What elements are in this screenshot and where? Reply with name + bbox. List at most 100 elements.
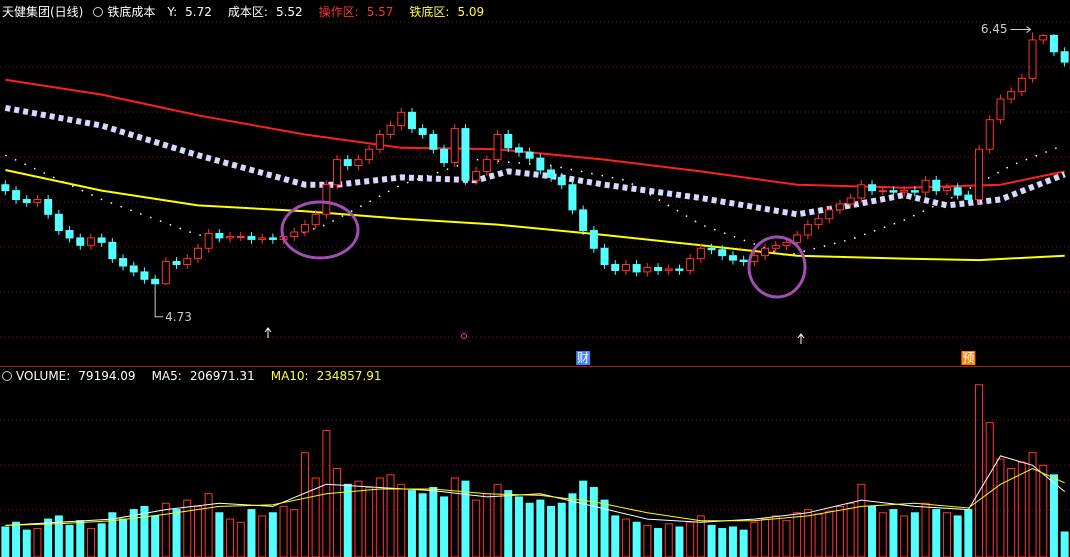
volume-bar: [611, 515, 620, 557]
indicator-icon: [2, 371, 12, 381]
volume-bar: [450, 477, 459, 557]
price-header: 天健集团(日线) 铁底成本 Y: 5.72 成本区: 5.52 操作区: 5.57 铁底区:…: [2, 3, 496, 20]
candle-body: [504, 134, 513, 149]
candle-body: [300, 224, 309, 233]
volume-bar: [557, 502, 566, 557]
candle-body: [461, 128, 470, 181]
volume-bar: [793, 512, 802, 557]
candle-body: [686, 258, 695, 271]
candle-body: [857, 184, 866, 199]
candle-body: [953, 187, 962, 196]
candle-body: [22, 199, 31, 203]
volume-bar: [750, 521, 759, 557]
volume-bar: [579, 480, 588, 557]
candle-body: [290, 231, 299, 237]
volume-bar: [568, 493, 577, 557]
candle-body: [193, 247, 202, 260]
candle-body: [375, 134, 384, 150]
indicator-line: [5, 169, 1065, 262]
volume-bar: [76, 520, 85, 557]
candle-body: [397, 111, 406, 127]
volume-bar: [718, 528, 727, 557]
volume-bar: [65, 524, 74, 557]
candle-body: [172, 261, 181, 266]
candle-body: [86, 237, 95, 246]
candle-body: [771, 244, 780, 249]
volume-bar: [22, 529, 31, 557]
candle-body: [846, 197, 855, 205]
readout: Y: 5.72: [167, 5, 216, 19]
candle-body: [568, 184, 577, 211]
candle-body: [97, 237, 106, 243]
volume-bar: [236, 521, 245, 557]
volume-bar: [878, 512, 887, 557]
volume-bar: [247, 509, 256, 557]
candle-body: [204, 232, 213, 249]
candle-body: [215, 232, 224, 239]
candle-body: [761, 247, 770, 257]
candle-body: [119, 258, 128, 267]
volume-bar: [504, 490, 513, 557]
candle-body: [129, 265, 138, 273]
candle-body: [579, 209, 588, 232]
readouts: VOLUME: 79194.09 MA5: 206971.31 MA10: 234857.…: [16, 369, 390, 383]
volume-bar: [397, 483, 406, 557]
volume-ma-line: [5, 467, 1065, 526]
readout-label: MA5:: [151, 369, 182, 383]
volume-bar: [889, 509, 898, 557]
readout-value: 79194.09: [78, 369, 136, 383]
candle-body: [910, 190, 919, 193]
volume-bar: [172, 509, 181, 557]
volume-bar: [354, 480, 363, 557]
candle-body: [868, 184, 877, 192]
volume-bar: [600, 499, 609, 557]
candle-body: [696, 247, 705, 260]
candle-body: [343, 159, 352, 167]
candle-body: [985, 119, 994, 150]
readout: VOLUME: 79194.09: [16, 369, 140, 383]
volume-bar: [493, 483, 502, 557]
candle-body: [675, 268, 684, 271]
candle-body: [1039, 35, 1048, 41]
candle-body: [621, 264, 630, 271]
title: 天健集团(日线): [2, 5, 84, 19]
volume-bar: [868, 505, 877, 557]
readout-label: Y:: [167, 5, 178, 19]
volume-bar: [300, 452, 309, 557]
volume-bar: [151, 515, 160, 557]
candle-body: [900, 190, 909, 193]
volume-bar: [258, 515, 267, 557]
candle-body: [728, 255, 737, 261]
candle-body: [547, 169, 556, 178]
readout-value: 5.52: [275, 5, 303, 19]
volume-bar: [290, 509, 299, 557]
candle-body: [472, 170, 481, 181]
candle-body: [65, 230, 74, 239]
volume-bar: [814, 513, 823, 557]
readout-value: 5.72: [185, 5, 212, 19]
readout-label: 操作区:: [318, 5, 359, 19]
volume-ma-line: [5, 455, 1066, 526]
readout-value: 5.09: [457, 5, 485, 19]
volume-bar: [33, 528, 42, 557]
readout-label: VOLUME:: [16, 369, 71, 383]
volume-bar: [1028, 452, 1037, 557]
candle-body: [921, 179, 930, 193]
indicator-line: [5, 78, 1065, 189]
readout: MA5: 206971.31: [152, 369, 259, 383]
candle-body: [365, 148, 374, 161]
price-panel: 4.73 6.45 财 预: [1, 22, 1069, 365]
candle-body: [311, 213, 320, 226]
volume-bar: [1060, 531, 1069, 557]
event-marker-bg: [961, 351, 976, 365]
volume-bar: [119, 518, 128, 557]
candle-body: [664, 268, 673, 271]
volume-bar: [964, 509, 973, 557]
volume-bar: [204, 493, 213, 557]
volume-bar: [268, 512, 277, 557]
volume-bar: [386, 474, 395, 557]
volume-bar: [12, 521, 21, 557]
volume-bar: [472, 499, 481, 557]
volume-bar: [1007, 468, 1016, 557]
